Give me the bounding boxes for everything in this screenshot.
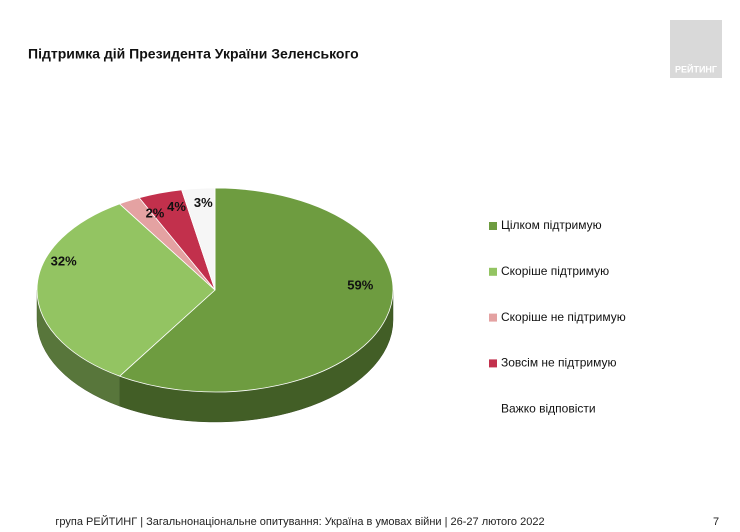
legend-label: Скоріше не підтримую	[501, 310, 626, 324]
slice	[118, 187, 394, 393]
legend-label: Скоріше підтримую	[501, 264, 609, 278]
data-label: 2%	[146, 205, 165, 220]
logo-box	[670, 20, 722, 78]
legend-label: Важко відповісти	[501, 401, 596, 415]
legend-label: Зовсім не підтримую	[501, 356, 616, 370]
legend-label: Цілком підтримую	[501, 218, 602, 232]
data-label: 32%	[51, 253, 77, 268]
footer: група РЕЙТИНГ | Загальнонаціональне опит…	[55, 515, 544, 528]
chart-title: Підтримка дій Президента України Зеленсь…	[28, 46, 359, 62]
legend-swatch	[489, 313, 497, 322]
logo-text: РЕЙТИНГ	[675, 63, 717, 74]
legend: Цілком підтримую Скоріше підтримую Скоріше…	[489, 218, 626, 415]
pie: 59% 32% 2% 4% 3%	[36, 187, 394, 423]
legend-swatch	[489, 267, 497, 276]
page-number: 7	[713, 516, 719, 528]
data-label: 4%	[167, 199, 186, 214]
data-label: 3%	[194, 195, 213, 210]
slice	[36, 203, 216, 377]
legend-swatch	[489, 405, 497, 414]
data-label: 59%	[347, 278, 373, 293]
slice	[181, 187, 216, 291]
legend-swatch	[489, 222, 497, 230]
legend-swatch	[489, 359, 497, 368]
